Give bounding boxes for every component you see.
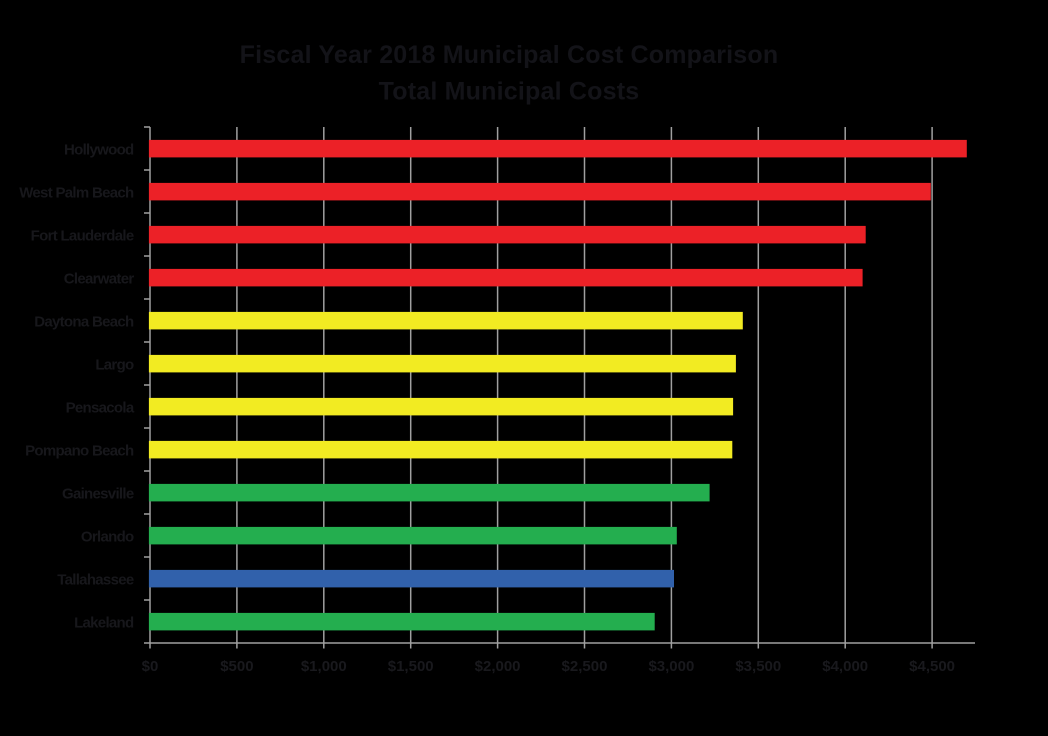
svg-text:$0: $0 xyxy=(142,658,159,675)
svg-text:Orlando: Orlando xyxy=(81,528,134,545)
svg-text:Pompano Beach: Pompano Beach xyxy=(25,442,134,459)
svg-text:$1,000: $1,000 xyxy=(301,658,347,675)
svg-text:$4,500: $4,500 xyxy=(909,658,955,675)
svg-text:Pensacola: Pensacola xyxy=(66,399,135,416)
svg-text:West Palm Beach: West Palm Beach xyxy=(19,184,134,201)
svg-text:Hollywood: Hollywood xyxy=(64,141,134,158)
svg-text:$2,500: $2,500 xyxy=(562,658,608,675)
svg-text:Largo: Largo xyxy=(95,356,134,373)
svg-text:Clearwater: Clearwater xyxy=(64,270,135,287)
svg-text:Tallahassee: Tallahassee xyxy=(57,571,134,588)
svg-text:$3,500: $3,500 xyxy=(735,658,781,675)
svg-text:$500: $500 xyxy=(220,658,253,675)
svg-text:Fiscal Year 2018 Municipal Cos: Fiscal Year 2018 Municipal Cost Comparis… xyxy=(240,41,779,69)
svg-text:Lakeland: Lakeland xyxy=(74,614,134,631)
svg-text:$1,500: $1,500 xyxy=(388,658,434,675)
svg-text:Gainesville: Gainesville xyxy=(62,485,134,502)
svg-text:Total Municipal Costs: Total Municipal Costs xyxy=(379,78,640,106)
svg-text:$2,000: $2,000 xyxy=(475,658,521,675)
svg-text:$3,000: $3,000 xyxy=(648,658,694,675)
svg-text:Fort Lauderdale: Fort Lauderdale xyxy=(31,227,134,244)
svg-text:$4,000: $4,000 xyxy=(822,658,868,675)
svg-text:Daytona Beach: Daytona Beach xyxy=(34,313,134,330)
